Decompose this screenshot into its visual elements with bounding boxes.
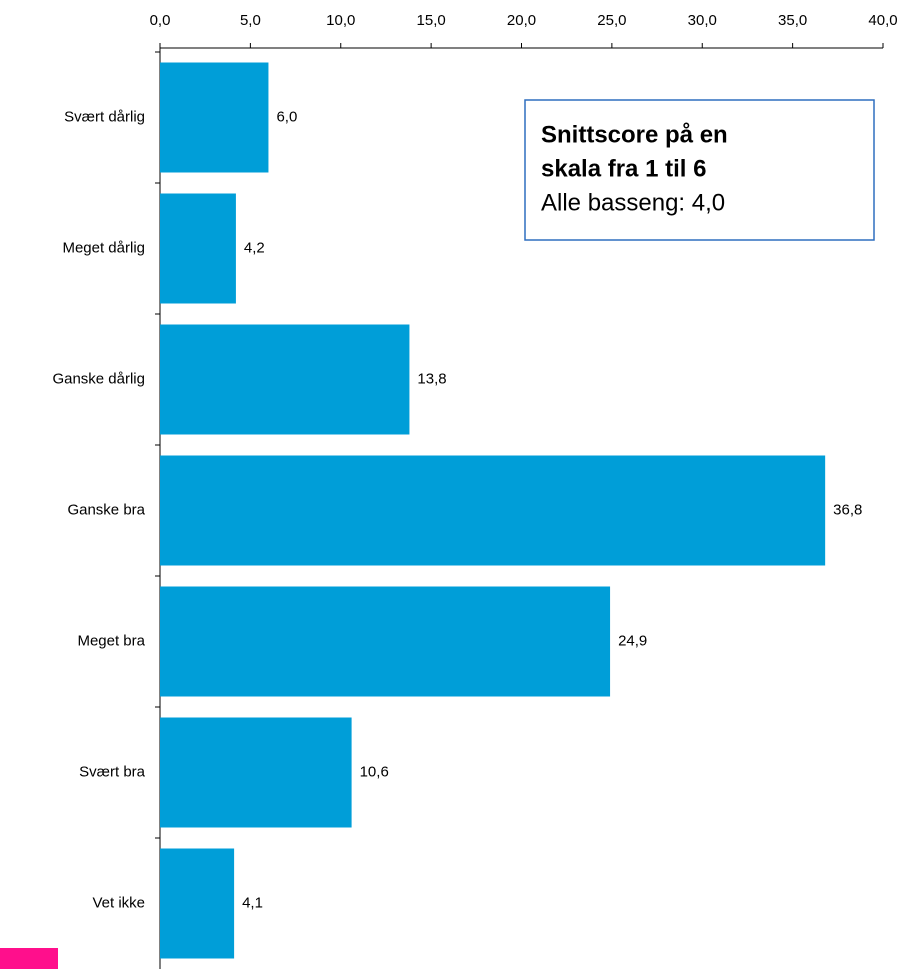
x-tick-label: 30,0 bbox=[688, 12, 717, 29]
x-tick-label: 5,0 bbox=[240, 12, 261, 29]
value-label: 10,6 bbox=[360, 763, 389, 780]
y-tick-label: Ganske bra bbox=[67, 501, 145, 518]
y-tick-label: Ganske dårlig bbox=[52, 370, 145, 387]
x-tick-label: 10,0 bbox=[326, 12, 355, 29]
x-tick-label: 25,0 bbox=[597, 12, 626, 29]
annotation: Snittscore på en bbox=[541, 121, 728, 148]
value-label: 4,2 bbox=[244, 239, 265, 256]
x-tick-label: 35,0 bbox=[778, 12, 807, 29]
bar bbox=[160, 586, 611, 697]
y-tick-label: Meget dårlig bbox=[62, 239, 145, 256]
value-label: 24,9 bbox=[618, 632, 647, 649]
bar bbox=[160, 717, 352, 828]
x-tick-label: 15,0 bbox=[417, 12, 446, 29]
value-label: 36,8 bbox=[833, 501, 862, 518]
bar bbox=[160, 193, 236, 304]
y-tick-label: Vet ikke bbox=[92, 894, 145, 911]
annotation: skala fra 1 til 6 bbox=[541, 155, 706, 182]
annotation: Alle basseng: 4,0 bbox=[541, 189, 725, 216]
y-tick-label: Svært dårlig bbox=[64, 108, 145, 125]
annotation-box bbox=[524, 99, 875, 241]
value-label: 6,0 bbox=[276, 108, 297, 125]
x-tick-label: 0,0 bbox=[150, 12, 171, 29]
x-tick-label: 20,0 bbox=[507, 12, 536, 29]
value-label: 13,8 bbox=[417, 370, 446, 387]
bar bbox=[160, 848, 235, 959]
y-tick-label: Meget bra bbox=[77, 632, 145, 649]
x-tick-label: 40,0 bbox=[868, 12, 897, 29]
bar bbox=[160, 455, 826, 566]
bar bbox=[160, 62, 269, 173]
logo bbox=[0, 948, 58, 969]
bar bbox=[160, 324, 410, 435]
value-label: 4,1 bbox=[242, 894, 263, 911]
y-tick-label: Svært bra bbox=[79, 763, 146, 780]
